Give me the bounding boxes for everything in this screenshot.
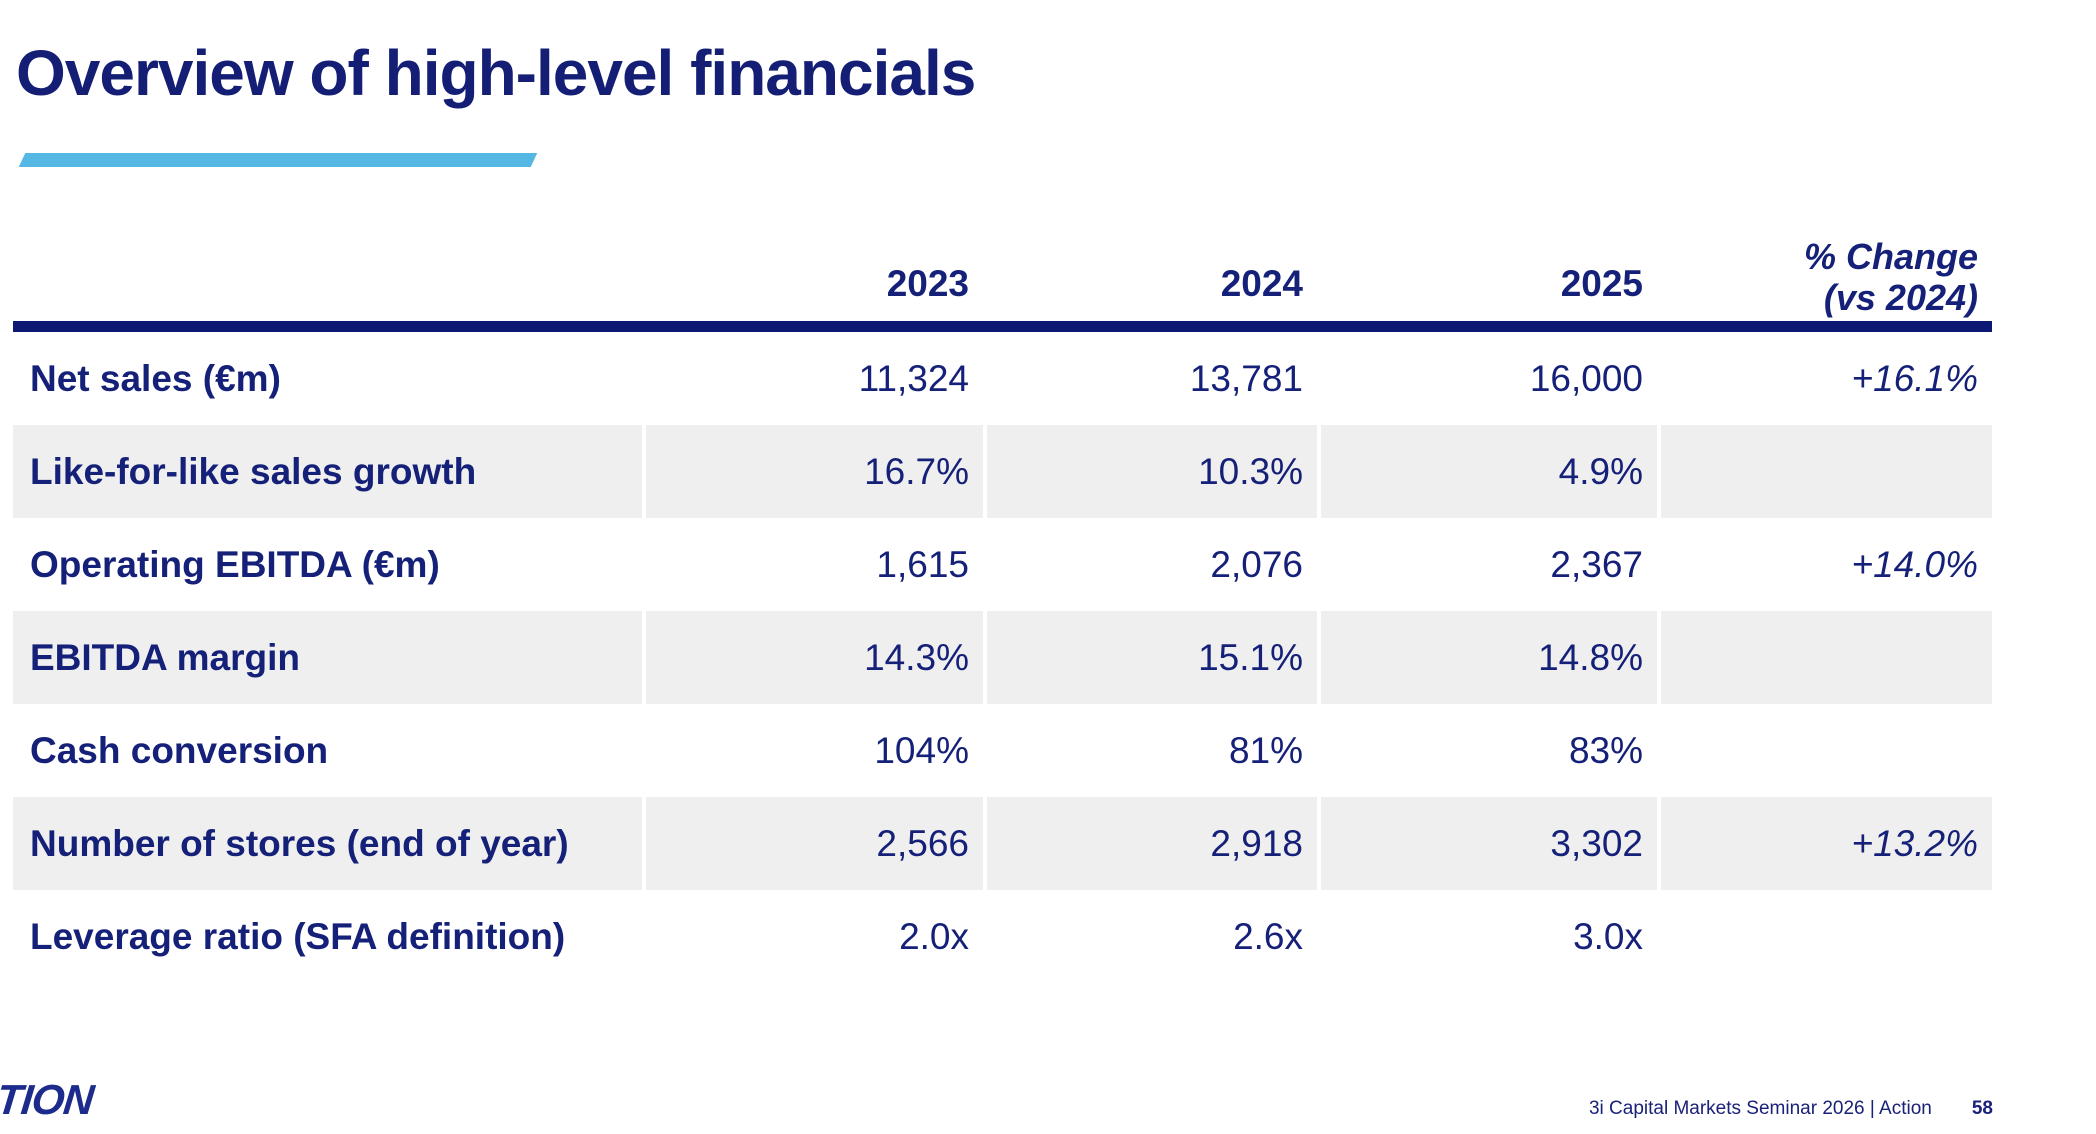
table-row-operating-ebitda: Operating EBITDA (€m) 1,615 2,076 2,367 … — [13, 518, 1992, 611]
row-label: Cash conversion — [30, 729, 329, 771]
value-change — [1661, 425, 1992, 518]
table-row-number-of-stores: Number of stores (end of year) 2,566 2,9… — [13, 797, 1992, 890]
table-row-ebitda-margin: EBITDA margin 14.3% 15.1% 14.8% — [13, 611, 1992, 704]
table-row-lfl-growth: Like-for-like sales growth 16.7% 10.3% 4… — [13, 425, 1992, 518]
value-2024: 13,781 — [1189, 357, 1303, 399]
header-year-2024: 2024 — [1220, 263, 1303, 304]
value-2024: 81% — [1228, 729, 1303, 771]
value-2025: 83% — [1568, 729, 1643, 771]
financials-table: 2023 2024 2025 % Change (vs 2024) Net sa… — [13, 236, 1992, 983]
row-label: EBITDA margin — [13, 611, 642, 704]
header-year-2023: 2023 — [886, 263, 969, 304]
header-change-line1: % Change — [1803, 235, 1978, 277]
page-title: Overview of high-level financials — [16, 37, 976, 109]
value-change — [1661, 890, 1992, 983]
value-2023: 16.7% — [646, 425, 983, 518]
header-change-line2: (vs 2024) — [1823, 277, 1978, 319]
value-2025: 3.0x — [1573, 915, 1643, 957]
value-2025: 4.9% — [1321, 425, 1657, 518]
value-2023: 104% — [874, 729, 969, 771]
page-number: 58 — [1971, 1098, 1993, 1119]
value-change: +16.1% — [1851, 357, 1978, 399]
header-change: % Change (vs 2024) — [1661, 236, 1992, 322]
value-2025: 3,302 — [1321, 797, 1657, 890]
value-2023: 14.3% — [646, 611, 983, 704]
value-2025: 2,367 — [1550, 543, 1643, 585]
value-2023: 1,615 — [876, 543, 969, 585]
table-row-net-sales: Net sales (€m) 11,324 13,781 16,000 +16.… — [13, 332, 1992, 425]
value-2025: 16,000 — [1529, 357, 1643, 399]
title-accent-bar — [18, 153, 538, 167]
header-year-2025: 2025 — [1560, 263, 1643, 304]
footer: 3i Capital Markets Seminar 2026 | Action… — [1589, 1098, 1993, 1120]
footer-source-text: 3i Capital Markets Seminar 2026 | Action — [1588, 1098, 1932, 1119]
table-row-leverage-ratio: Leverage ratio (SFA definition) 2.0x 2.6… — [13, 890, 1992, 983]
value-2024: 2,076 — [1210, 543, 1303, 585]
value-2025: 14.8% — [1321, 611, 1657, 704]
value-2024: 2.6x — [1233, 915, 1303, 957]
row-label: Operating EBITDA (€m) — [30, 543, 440, 585]
value-change — [1661, 704, 1992, 797]
value-2024: 10.3% — [987, 425, 1317, 518]
value-2023: 11,324 — [858, 357, 969, 399]
action-logo: ACTION — [0, 1076, 96, 1123]
value-2023: 2,566 — [646, 797, 983, 890]
row-label: Leverage ratio (SFA definition) — [30, 915, 566, 957]
value-2024: 2,918 — [987, 797, 1317, 890]
row-label: Number of stores (end of year) — [13, 797, 642, 890]
value-change: +13.2% — [1661, 797, 1992, 890]
row-label: Net sales (€m) — [30, 357, 281, 399]
table-row-cash-conversion: Cash conversion 104% 81% 83% — [13, 704, 1992, 797]
value-change — [1661, 611, 1992, 704]
header-divider-rule — [13, 321, 1992, 332]
value-2023: 2.0x — [899, 915, 969, 957]
value-2024: 15.1% — [987, 611, 1317, 704]
value-change: +14.0% — [1851, 543, 1978, 585]
table-header-row: 2023 2024 2025 % Change (vs 2024) — [13, 236, 1992, 321]
row-label: Like-for-like sales growth — [13, 425, 642, 518]
